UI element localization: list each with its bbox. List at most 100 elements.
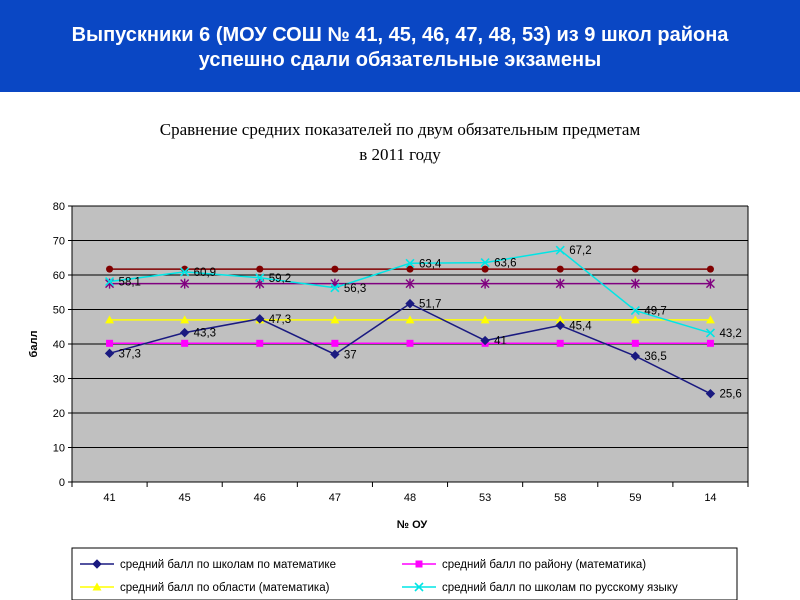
legend-swatch-marker	[92, 559, 102, 569]
x-tick-label: 46	[254, 492, 266, 504]
triangle-shape	[92, 582, 102, 591]
chart-title-line-1: Сравнение средних показателей по двум об…	[160, 120, 641, 139]
x-stroke	[104, 276, 115, 287]
data-point	[330, 349, 340, 360]
legend-swatch-marker	[92, 582, 102, 591]
data-label: 51,7	[419, 299, 441, 311]
data-point	[405, 278, 415, 289]
data-label: 63,4	[419, 258, 442, 270]
x-tick-label: 41	[103, 492, 115, 504]
data-point	[330, 315, 340, 324]
data-point	[555, 278, 565, 289]
x-stroke	[480, 258, 490, 268]
data-point	[255, 273, 265, 283]
data-point	[706, 265, 714, 273]
y-tick-label: 50	[53, 305, 65, 317]
data-point	[630, 278, 640, 289]
square-shape	[181, 339, 189, 347]
data-label: 58,1	[119, 277, 141, 289]
circle-shape	[706, 265, 714, 273]
y-tick-label: 70	[53, 236, 65, 248]
x-stroke	[414, 582, 424, 592]
data-point	[705, 328, 716, 338]
data-point	[405, 298, 415, 309]
legend-label: средний балл по области (математика)	[120, 582, 330, 594]
data-label: 45,4	[569, 320, 592, 332]
data-labels: 37,3 43,3 47,3 37 51,7 41 45,4 36,5 25,6 58,1 60,9…	[119, 245, 742, 401]
data-point	[481, 265, 489, 273]
data-label: 43,3	[194, 328, 216, 340]
circle-shape	[481, 265, 489, 273]
data-label: 36,5	[644, 351, 666, 363]
data-point	[706, 339, 714, 347]
data-point	[105, 315, 115, 324]
triangle-shape	[405, 315, 415, 324]
triangle-shape	[705, 315, 715, 324]
diamond-shape	[255, 314, 265, 324]
x-stroke	[255, 273, 265, 283]
data-point	[181, 339, 189, 347]
x-stroke	[180, 267, 190, 277]
legend: средний балл по школам по математике сред…	[80, 559, 678, 594]
data-point	[630, 315, 640, 324]
diamond-shape	[480, 335, 490, 346]
circle-shape	[331, 265, 339, 273]
data-point	[480, 315, 490, 324]
circle-shape	[556, 265, 564, 273]
data-label: 37	[344, 349, 357, 361]
data-point	[104, 276, 115, 287]
data-point	[104, 348, 115, 359]
data-point	[255, 314, 265, 324]
data-point	[480, 278, 490, 289]
line-chart: Сравнение средних показателей по двум об…	[28, 120, 749, 600]
legend-swatch-marker	[415, 560, 423, 568]
y-tick-label: 60	[53, 270, 65, 282]
data-point	[180, 267, 190, 277]
triangle-shape	[630, 315, 640, 324]
banner-title-line-1: Выпускники 6 (МОУ СОШ № 41, 45, 46, 47, …	[71, 24, 729, 46]
x-stroke	[405, 258, 415, 268]
x-tick-label: 58	[554, 492, 566, 504]
data-label: 43,2	[719, 328, 741, 340]
diamond-shape	[104, 348, 115, 359]
y-tick-label: 30	[53, 374, 65, 386]
slide-banner: Выпускники 6 (МОУ СОШ № 41, 45, 46, 47, …	[0, 0, 800, 92]
legend-label: средний балл по школам по математике	[120, 559, 336, 571]
data-point	[556, 339, 564, 347]
data-point	[556, 265, 564, 273]
data-point	[405, 315, 415, 324]
x-tick-label: 48	[404, 492, 416, 504]
data-point	[555, 315, 565, 324]
banner-title-line-2: успешно сдали обязательные экзамены	[198, 49, 602, 71]
diamond-shape	[405, 298, 415, 309]
diamond-shape	[705, 388, 716, 399]
data-label: 41	[494, 336, 507, 348]
legend-label: средний балл по школам по русскому языку	[442, 582, 678, 594]
circle-shape	[406, 265, 414, 273]
triangle-shape	[480, 315, 490, 324]
data-point	[555, 320, 565, 331]
data-label: 63,6	[494, 258, 516, 270]
x-stroke	[330, 283, 340, 293]
data-point	[330, 283, 340, 293]
data-point	[406, 339, 414, 347]
legend-label: средний балл по району (математика)	[442, 559, 646, 571]
data-point	[480, 258, 490, 268]
y-tick-label: 40	[53, 339, 65, 351]
data-point	[630, 305, 640, 316]
series-group	[104, 245, 716, 399]
data-label: 25,6	[719, 389, 741, 401]
data-point	[179, 327, 190, 338]
data-point	[180, 315, 190, 324]
data-point	[631, 339, 639, 347]
diamond-shape	[330, 349, 340, 360]
data-point	[256, 339, 264, 347]
data-label: 47,3	[269, 314, 291, 326]
x-tick-label: 45	[179, 492, 191, 504]
x-tick-label: 47	[329, 492, 341, 504]
circle-shape	[631, 265, 639, 273]
square-shape	[706, 339, 714, 347]
y-axis-title: балл	[28, 331, 40, 358]
data-label: 49,7	[644, 306, 666, 318]
triangle-shape	[180, 315, 190, 324]
